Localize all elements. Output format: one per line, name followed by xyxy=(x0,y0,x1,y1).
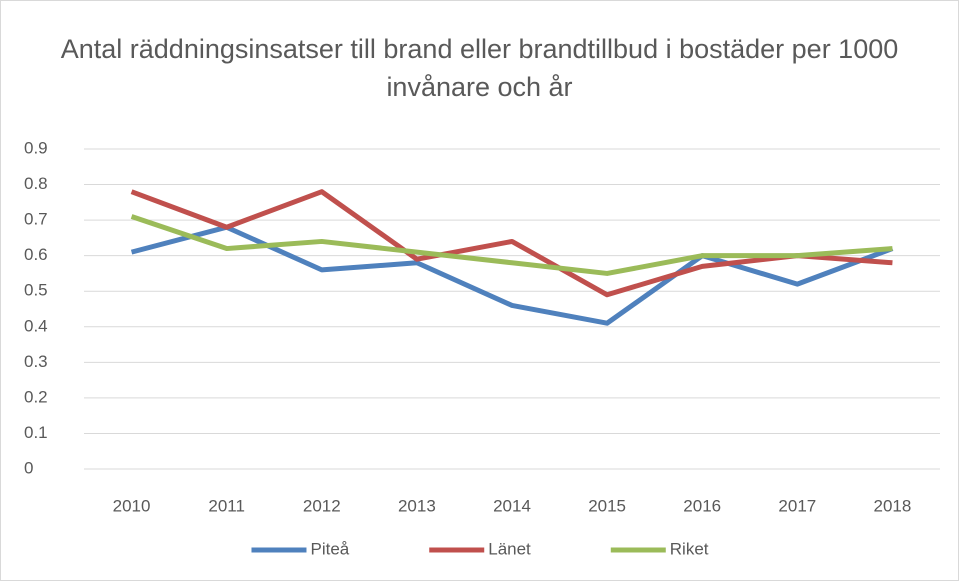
y-tick-label: 0.8 xyxy=(24,174,48,193)
x-tick-label: 2015 xyxy=(588,496,626,515)
legend-label: Länet xyxy=(488,539,531,558)
chart-title: Antal räddningsinsatser till brand eller… xyxy=(60,34,899,102)
series-line xyxy=(130,189,893,298)
series-line xyxy=(130,224,894,326)
y-tick-label: 0.5 xyxy=(24,281,48,300)
legend-label: Riket xyxy=(670,539,709,558)
y-tick-label: 0 xyxy=(24,458,33,477)
y-tick-label: 0.4 xyxy=(24,316,48,335)
y-tick-label: 0.7 xyxy=(24,210,48,229)
y-tick-label: 0.6 xyxy=(24,245,48,264)
y-tick-label: 0.1 xyxy=(24,423,48,442)
y-tick-label: 0.3 xyxy=(24,352,48,371)
y-tick-label: 0.2 xyxy=(24,387,48,406)
x-tick-label: 2016 xyxy=(683,496,721,515)
x-tick-label: 2018 xyxy=(874,496,912,515)
legend-label: Piteå xyxy=(310,539,349,558)
x-tick-label: 2011 xyxy=(208,496,245,515)
x-tick-label: 2013 xyxy=(398,496,436,515)
y-tick-label: 0.9 xyxy=(24,138,48,157)
x-tick-label: 2010 xyxy=(113,496,151,515)
series-line xyxy=(130,214,893,276)
x-tick-label: 2014 xyxy=(493,496,531,515)
x-tick-label: 2012 xyxy=(303,496,341,515)
x-tick-label: 2017 xyxy=(778,496,816,515)
